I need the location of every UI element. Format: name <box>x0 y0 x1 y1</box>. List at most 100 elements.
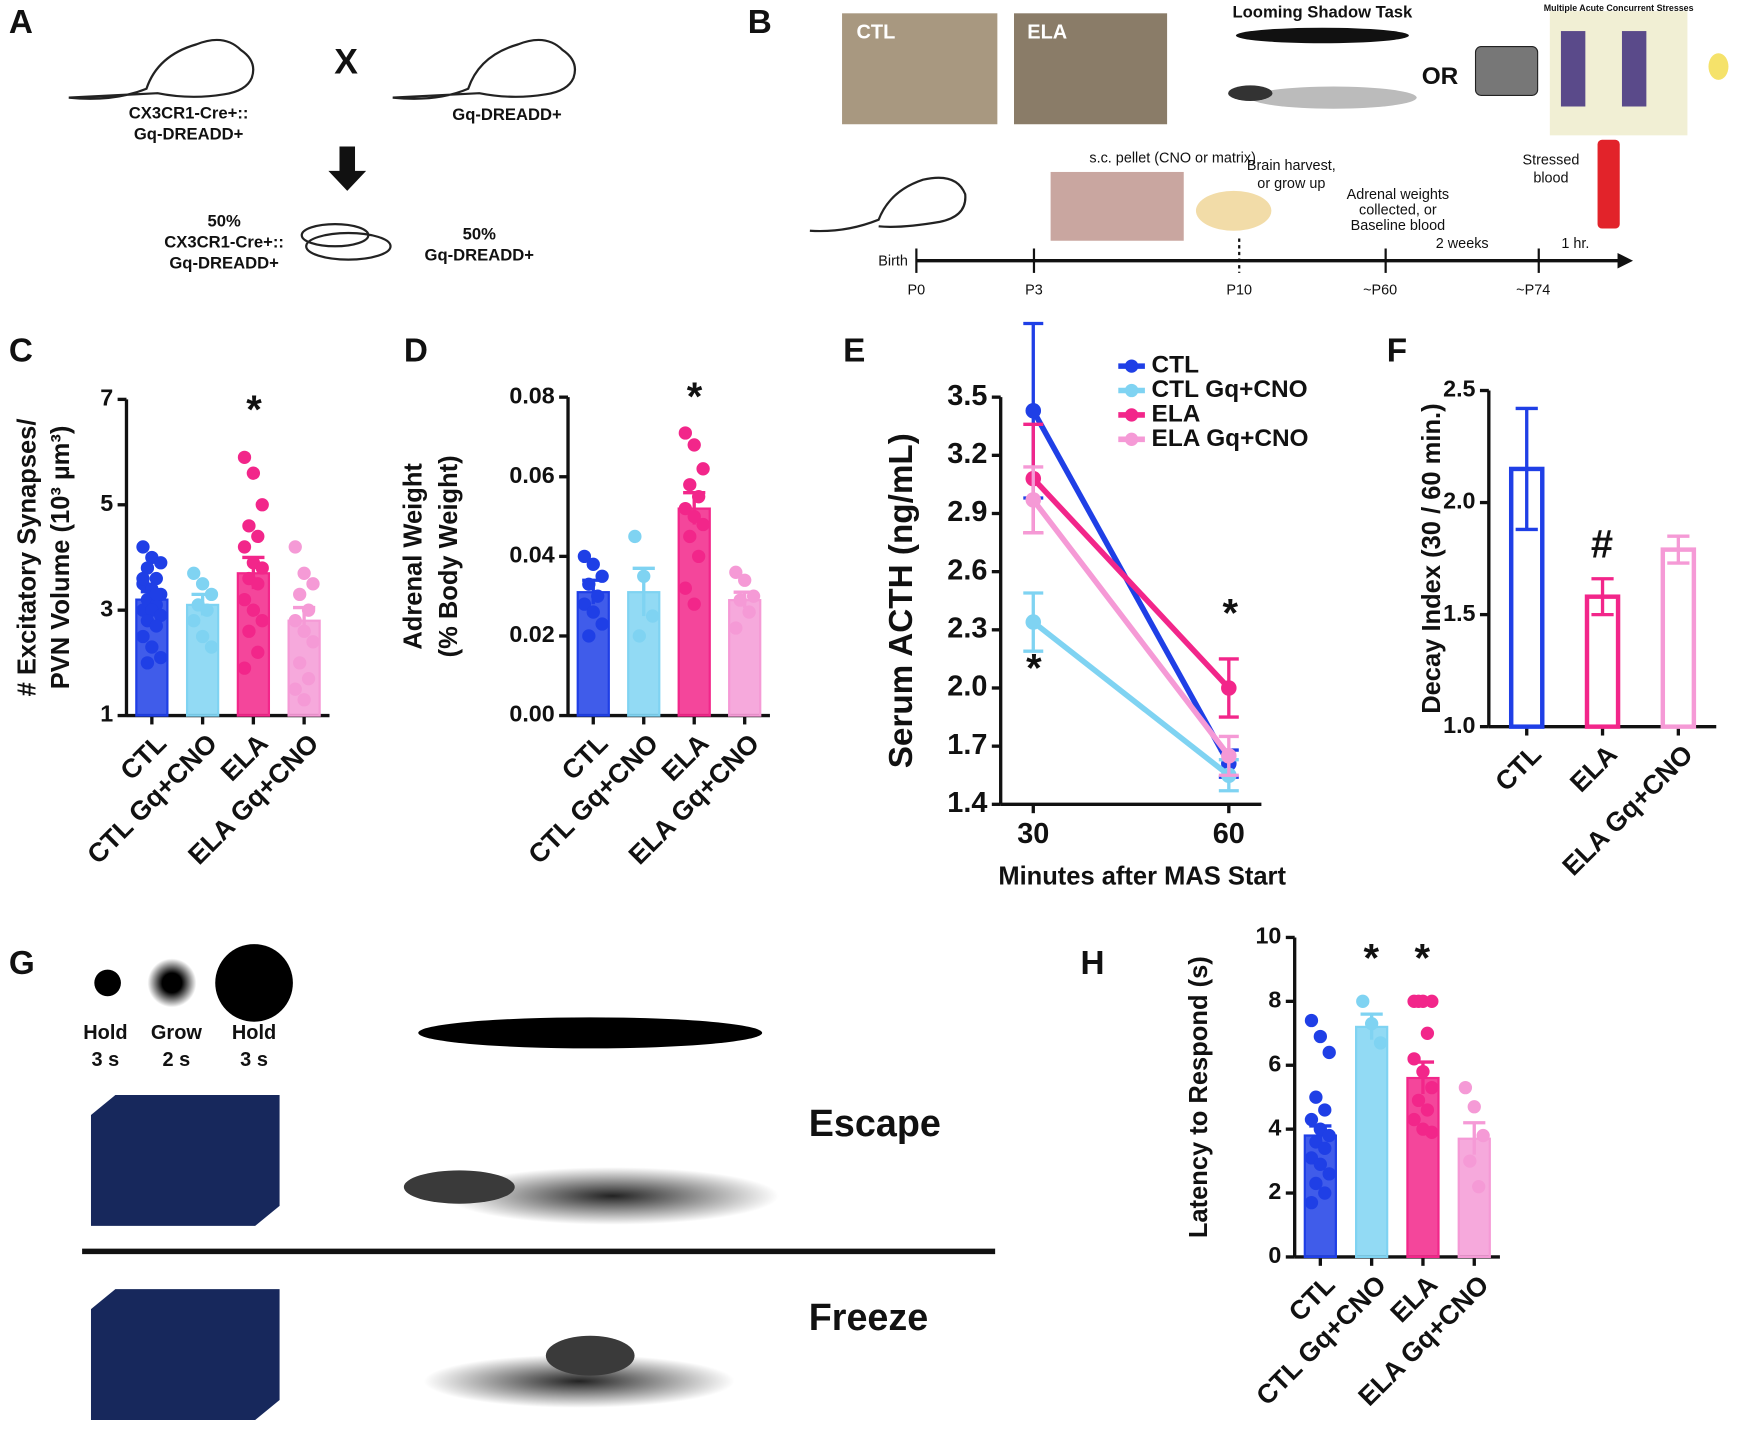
data-point <box>1364 1017 1379 1031</box>
legend-marker <box>1124 408 1139 422</box>
legend-label: CTL Gq+CNO <box>1152 376 1308 403</box>
shadow <box>423 1354 735 1408</box>
y-tick-label: 0 <box>1268 1242 1281 1268</box>
data-point <box>1373 1036 1388 1050</box>
data-point <box>1313 1157 1327 1171</box>
data-point <box>149 587 163 602</box>
timeline-arrow <box>1617 252 1634 269</box>
annotation: * <box>1363 936 1379 980</box>
y-tick-label: 2 <box>1268 1178 1281 1204</box>
data-point <box>204 640 219 654</box>
genotype: CX3CR1-Cre+:: <box>164 232 284 251</box>
y-tick-label: 3 <box>100 595 113 621</box>
panel-letter: G <box>9 945 35 982</box>
mouse-outline <box>392 38 577 100</box>
data-point <box>678 426 692 440</box>
data-point <box>687 597 701 611</box>
data-point <box>301 672 316 686</box>
timeline-label: ~P60 <box>1363 282 1397 298</box>
phase: Grow <box>151 1022 202 1044</box>
line <box>1031 498 1232 758</box>
data-point <box>683 529 697 544</box>
data-point <box>1476 1128 1490 1143</box>
data-point <box>154 650 168 665</box>
data-point <box>1411 994 1426 1008</box>
bar <box>1355 1025 1389 1259</box>
panel-letter: A <box>9 4 33 41</box>
data-point <box>1467 1100 1481 1114</box>
genotype: Gq-DREADD+ <box>169 253 279 272</box>
pups <box>300 222 370 248</box>
timeline-label: P3 <box>1025 282 1043 298</box>
data-point <box>204 587 219 602</box>
y-tick-label: 0.08 <box>509 382 554 408</box>
data-point <box>632 629 646 643</box>
legend-marker <box>1124 432 1139 446</box>
radio <box>1474 46 1539 96</box>
timeline-label: Birth <box>878 254 908 270</box>
pup-photo <box>1050 171 1184 241</box>
timeline-ticks <box>915 238 1540 273</box>
step-label: s.c. pellet (CNO or matrix) <box>1089 150 1256 166</box>
data-point <box>1322 1128 1336 1143</box>
shadow <box>1235 27 1409 44</box>
y-tick-label: 0.04 <box>509 542 554 568</box>
data-point <box>306 577 320 591</box>
data-point <box>237 540 252 554</box>
data-point <box>242 519 256 533</box>
data-point <box>1463 1154 1477 1168</box>
cage-photo <box>1014 13 1168 125</box>
cage-photo <box>842 13 998 125</box>
annotation: * <box>687 375 703 419</box>
pups <box>305 231 392 261</box>
data-point <box>1416 1064 1430 1079</box>
annotation: * <box>1026 647 1042 691</box>
panel-letter: H <box>1081 945 1105 982</box>
phase: 3 s <box>240 1049 268 1071</box>
data-point <box>692 549 706 564</box>
y-tick-label: 0.06 <box>509 462 554 488</box>
data-point <box>145 640 159 654</box>
data-point <box>1304 1112 1319 1127</box>
mouse <box>545 1335 635 1376</box>
data-point <box>582 577 596 591</box>
data-point <box>577 549 592 564</box>
data-point <box>136 629 150 644</box>
data-point <box>586 557 600 571</box>
data-point <box>255 561 269 575</box>
y-axis-title: PVN Volume (10³ µm³) <box>47 426 75 690</box>
y-tick-label: 2.9 <box>947 496 987 528</box>
step-label: Adrenal weights <box>1347 187 1450 203</box>
y-tick-label: 10 <box>1255 923 1281 949</box>
data-point <box>645 609 660 623</box>
line <box>1031 619 1231 778</box>
genotype: 50% <box>207 211 240 230</box>
data-point <box>729 565 743 579</box>
stimulus <box>215 944 293 1022</box>
timeline-label: ~P74 <box>1516 282 1550 298</box>
y-tick-label: 0.00 <box>509 701 554 727</box>
data-point <box>696 517 710 532</box>
step-label: Baseline blood <box>1351 218 1446 234</box>
data-point <box>246 466 261 480</box>
data-point <box>237 450 252 465</box>
data-point <box>195 629 210 644</box>
data-point <box>187 614 201 628</box>
data-point <box>251 577 265 591</box>
data-point <box>1356 994 1370 1008</box>
legend-marker <box>1124 383 1139 398</box>
tube <box>1560 31 1586 107</box>
y-axis-title: Latency to Respond (s) <box>1185 956 1213 1238</box>
mouse-outline <box>809 176 967 233</box>
y-tick-label: 2.3 <box>947 612 987 644</box>
data-point <box>1322 1045 1336 1060</box>
legend-label: CTL <box>1152 352 1200 379</box>
data-point <box>687 438 701 452</box>
phase: 3 s <box>92 1049 120 1071</box>
shadow <box>418 1017 763 1049</box>
panel-letter: C <box>9 333 33 370</box>
data-point <box>738 573 752 587</box>
y-axis-title: Serum ACTH (ng/mL) <box>883 433 920 768</box>
